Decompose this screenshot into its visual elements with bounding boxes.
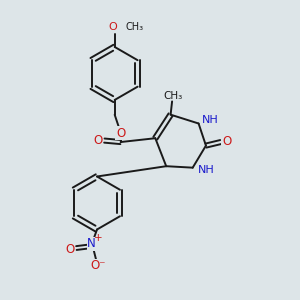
Text: O: O [108,22,117,32]
Text: O⁻: O⁻ [91,259,106,272]
Text: O: O [65,243,74,256]
Text: +: + [94,233,103,243]
Text: CH₃: CH₃ [126,22,144,32]
Text: CH₃: CH₃ [163,91,183,100]
Text: O: O [222,135,231,148]
Text: N: N [87,237,96,250]
Text: NH: NH [198,165,214,175]
Text: NH: NH [201,115,218,125]
Text: O: O [93,134,103,147]
Text: O: O [116,127,125,140]
